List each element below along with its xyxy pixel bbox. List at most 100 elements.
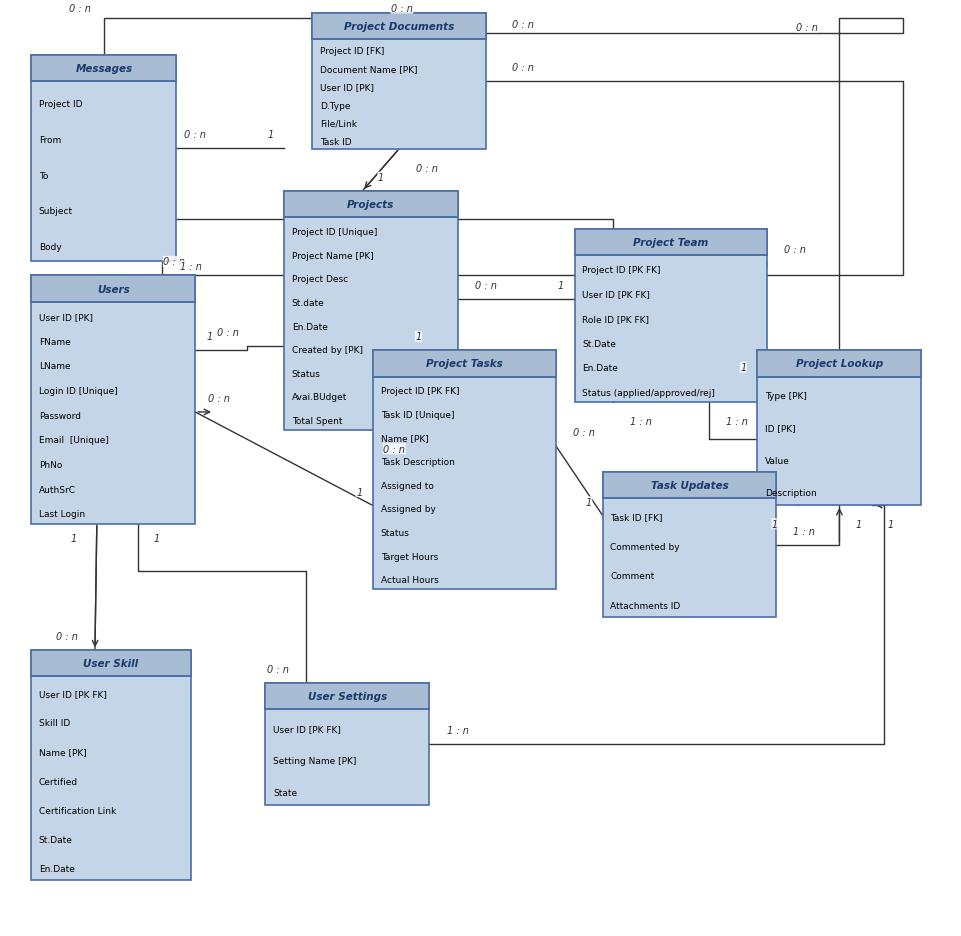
Text: 1: 1	[206, 331, 212, 342]
Text: 1: 1	[739, 363, 746, 373]
Text: St.Date: St.Date	[581, 339, 615, 348]
Text: Role ID [PK FK]: Role ID [PK FK]	[581, 314, 649, 324]
Text: 0 : n: 0 : n	[208, 393, 230, 403]
Text: User ID [PK FK]: User ID [PK FK]	[273, 724, 340, 733]
Text: Actual Hours: Actual Hours	[381, 576, 438, 585]
Text: Comment: Comment	[609, 572, 653, 580]
Text: St.Date: St.Date	[38, 835, 72, 843]
Text: Project Team: Project Team	[632, 238, 707, 247]
Text: 0 : n: 0 : n	[390, 5, 412, 14]
Text: Project ID [Unique]: Project ID [Unique]	[291, 227, 377, 237]
Text: Type [PK]: Type [PK]	[764, 392, 806, 401]
Text: 0 : n: 0 : n	[783, 245, 805, 255]
Text: 1: 1	[153, 534, 160, 543]
Text: AuthSrC: AuthSrC	[38, 485, 76, 494]
Text: Project ID: Project ID	[38, 99, 82, 109]
Text: 1: 1	[267, 130, 273, 139]
Text: 1: 1	[378, 173, 383, 183]
Text: 0 : n: 0 : n	[217, 328, 238, 338]
Text: 1 : n: 1 : n	[793, 526, 814, 536]
Text: 1: 1	[557, 280, 563, 290]
Text: 0 : n: 0 : n	[185, 130, 206, 139]
Text: Status: Status	[291, 370, 320, 378]
FancyBboxPatch shape	[574, 229, 766, 402]
Text: Task Description: Task Description	[381, 458, 455, 467]
Text: Email  [Unique]: Email [Unique]	[38, 436, 109, 445]
FancyBboxPatch shape	[312, 14, 485, 150]
FancyBboxPatch shape	[31, 276, 195, 302]
Text: File/Link: File/Link	[319, 120, 357, 129]
Text: Project ID [PK FK]: Project ID [PK FK]	[581, 266, 660, 275]
Text: 1: 1	[415, 332, 421, 342]
Text: Name [PK]: Name [PK]	[381, 434, 428, 443]
FancyBboxPatch shape	[574, 229, 766, 256]
Text: 0 : n: 0 : n	[163, 257, 185, 267]
Text: Skill ID: Skill ID	[38, 719, 70, 727]
FancyBboxPatch shape	[373, 351, 555, 377]
Text: Status (applied/approved/rej]: Status (applied/approved/rej]	[581, 388, 714, 397]
Text: Assigned by: Assigned by	[381, 505, 435, 514]
FancyBboxPatch shape	[265, 683, 429, 805]
Text: Value: Value	[764, 456, 789, 465]
Text: 0 : n: 0 : n	[475, 280, 496, 290]
Text: 1 : n: 1 : n	[726, 417, 748, 426]
Text: 0 : n: 0 : n	[511, 63, 533, 73]
FancyBboxPatch shape	[283, 192, 457, 218]
Text: LName: LName	[38, 362, 70, 371]
Text: Target Hours: Target Hours	[381, 552, 437, 561]
Text: Subject: Subject	[38, 207, 73, 216]
Text: 1: 1	[854, 519, 860, 529]
Text: 0 : n: 0 : n	[511, 20, 533, 30]
Text: 1: 1	[356, 487, 362, 497]
Text: Task ID [FK]: Task ID [FK]	[609, 512, 662, 521]
Text: En.Date: En.Date	[38, 864, 75, 872]
Text: 0 : n: 0 : n	[69, 5, 91, 14]
Text: User Skill: User Skill	[84, 659, 138, 668]
Text: User ID [PK]: User ID [PK]	[38, 313, 92, 322]
Text: Project ID [PK FK]: Project ID [PK FK]	[381, 387, 458, 396]
Text: From: From	[38, 136, 61, 144]
FancyBboxPatch shape	[373, 351, 555, 590]
Text: PhNo: PhNo	[38, 461, 62, 470]
Text: Body: Body	[38, 243, 62, 252]
Text: Document Name [PK]: Document Name [PK]	[319, 65, 417, 74]
Text: Task ID: Task ID	[319, 138, 351, 147]
Text: Commented by: Commented by	[609, 542, 679, 551]
Text: Messages: Messages	[75, 65, 133, 74]
Text: Project Name [PK]: Project Name [PK]	[291, 252, 373, 260]
FancyBboxPatch shape	[31, 651, 190, 880]
FancyBboxPatch shape	[31, 276, 195, 524]
Text: 1: 1	[887, 519, 893, 529]
Text: Setting Name [PK]: Setting Name [PK]	[273, 756, 356, 765]
Text: User ID [PK FK]: User ID [PK FK]	[38, 690, 107, 698]
Text: 0 : n: 0 : n	[416, 164, 437, 173]
Text: Users: Users	[97, 285, 130, 294]
Text: Attachments ID: Attachments ID	[609, 601, 679, 610]
Text: 0 : n: 0 : n	[795, 23, 817, 33]
Text: Created by [PK]: Created by [PK]	[291, 345, 362, 355]
FancyBboxPatch shape	[283, 192, 457, 431]
Text: Status: Status	[381, 529, 409, 537]
Text: Certification Link: Certification Link	[38, 806, 116, 814]
Text: En.Date: En.Date	[581, 364, 617, 373]
Text: Last Login: Last Login	[38, 510, 85, 519]
FancyBboxPatch shape	[31, 56, 176, 82]
Text: Password: Password	[38, 411, 81, 420]
Text: Description: Description	[764, 488, 816, 497]
Text: Avai.BUdget: Avai.BUdget	[291, 393, 347, 402]
FancyBboxPatch shape	[31, 56, 176, 262]
Text: Project Documents: Project Documents	[343, 22, 454, 32]
Text: St.date: St.date	[291, 299, 324, 308]
Text: Task ID [Unique]: Task ID [Unique]	[381, 411, 454, 419]
Text: En.Date: En.Date	[291, 322, 328, 331]
Text: ID [PK]: ID [PK]	[764, 424, 795, 433]
Text: 0 : n: 0 : n	[56, 632, 78, 641]
Text: 0 : n: 0 : n	[383, 445, 405, 454]
Text: Total Spent: Total Spent	[291, 417, 342, 426]
Text: Project ID [FK]: Project ID [FK]	[319, 47, 383, 56]
Text: 1 : n: 1 : n	[446, 725, 468, 735]
Text: Login ID [Unique]: Login ID [Unique]	[38, 387, 117, 396]
FancyBboxPatch shape	[756, 351, 921, 377]
FancyBboxPatch shape	[31, 651, 190, 677]
FancyBboxPatch shape	[603, 473, 776, 499]
